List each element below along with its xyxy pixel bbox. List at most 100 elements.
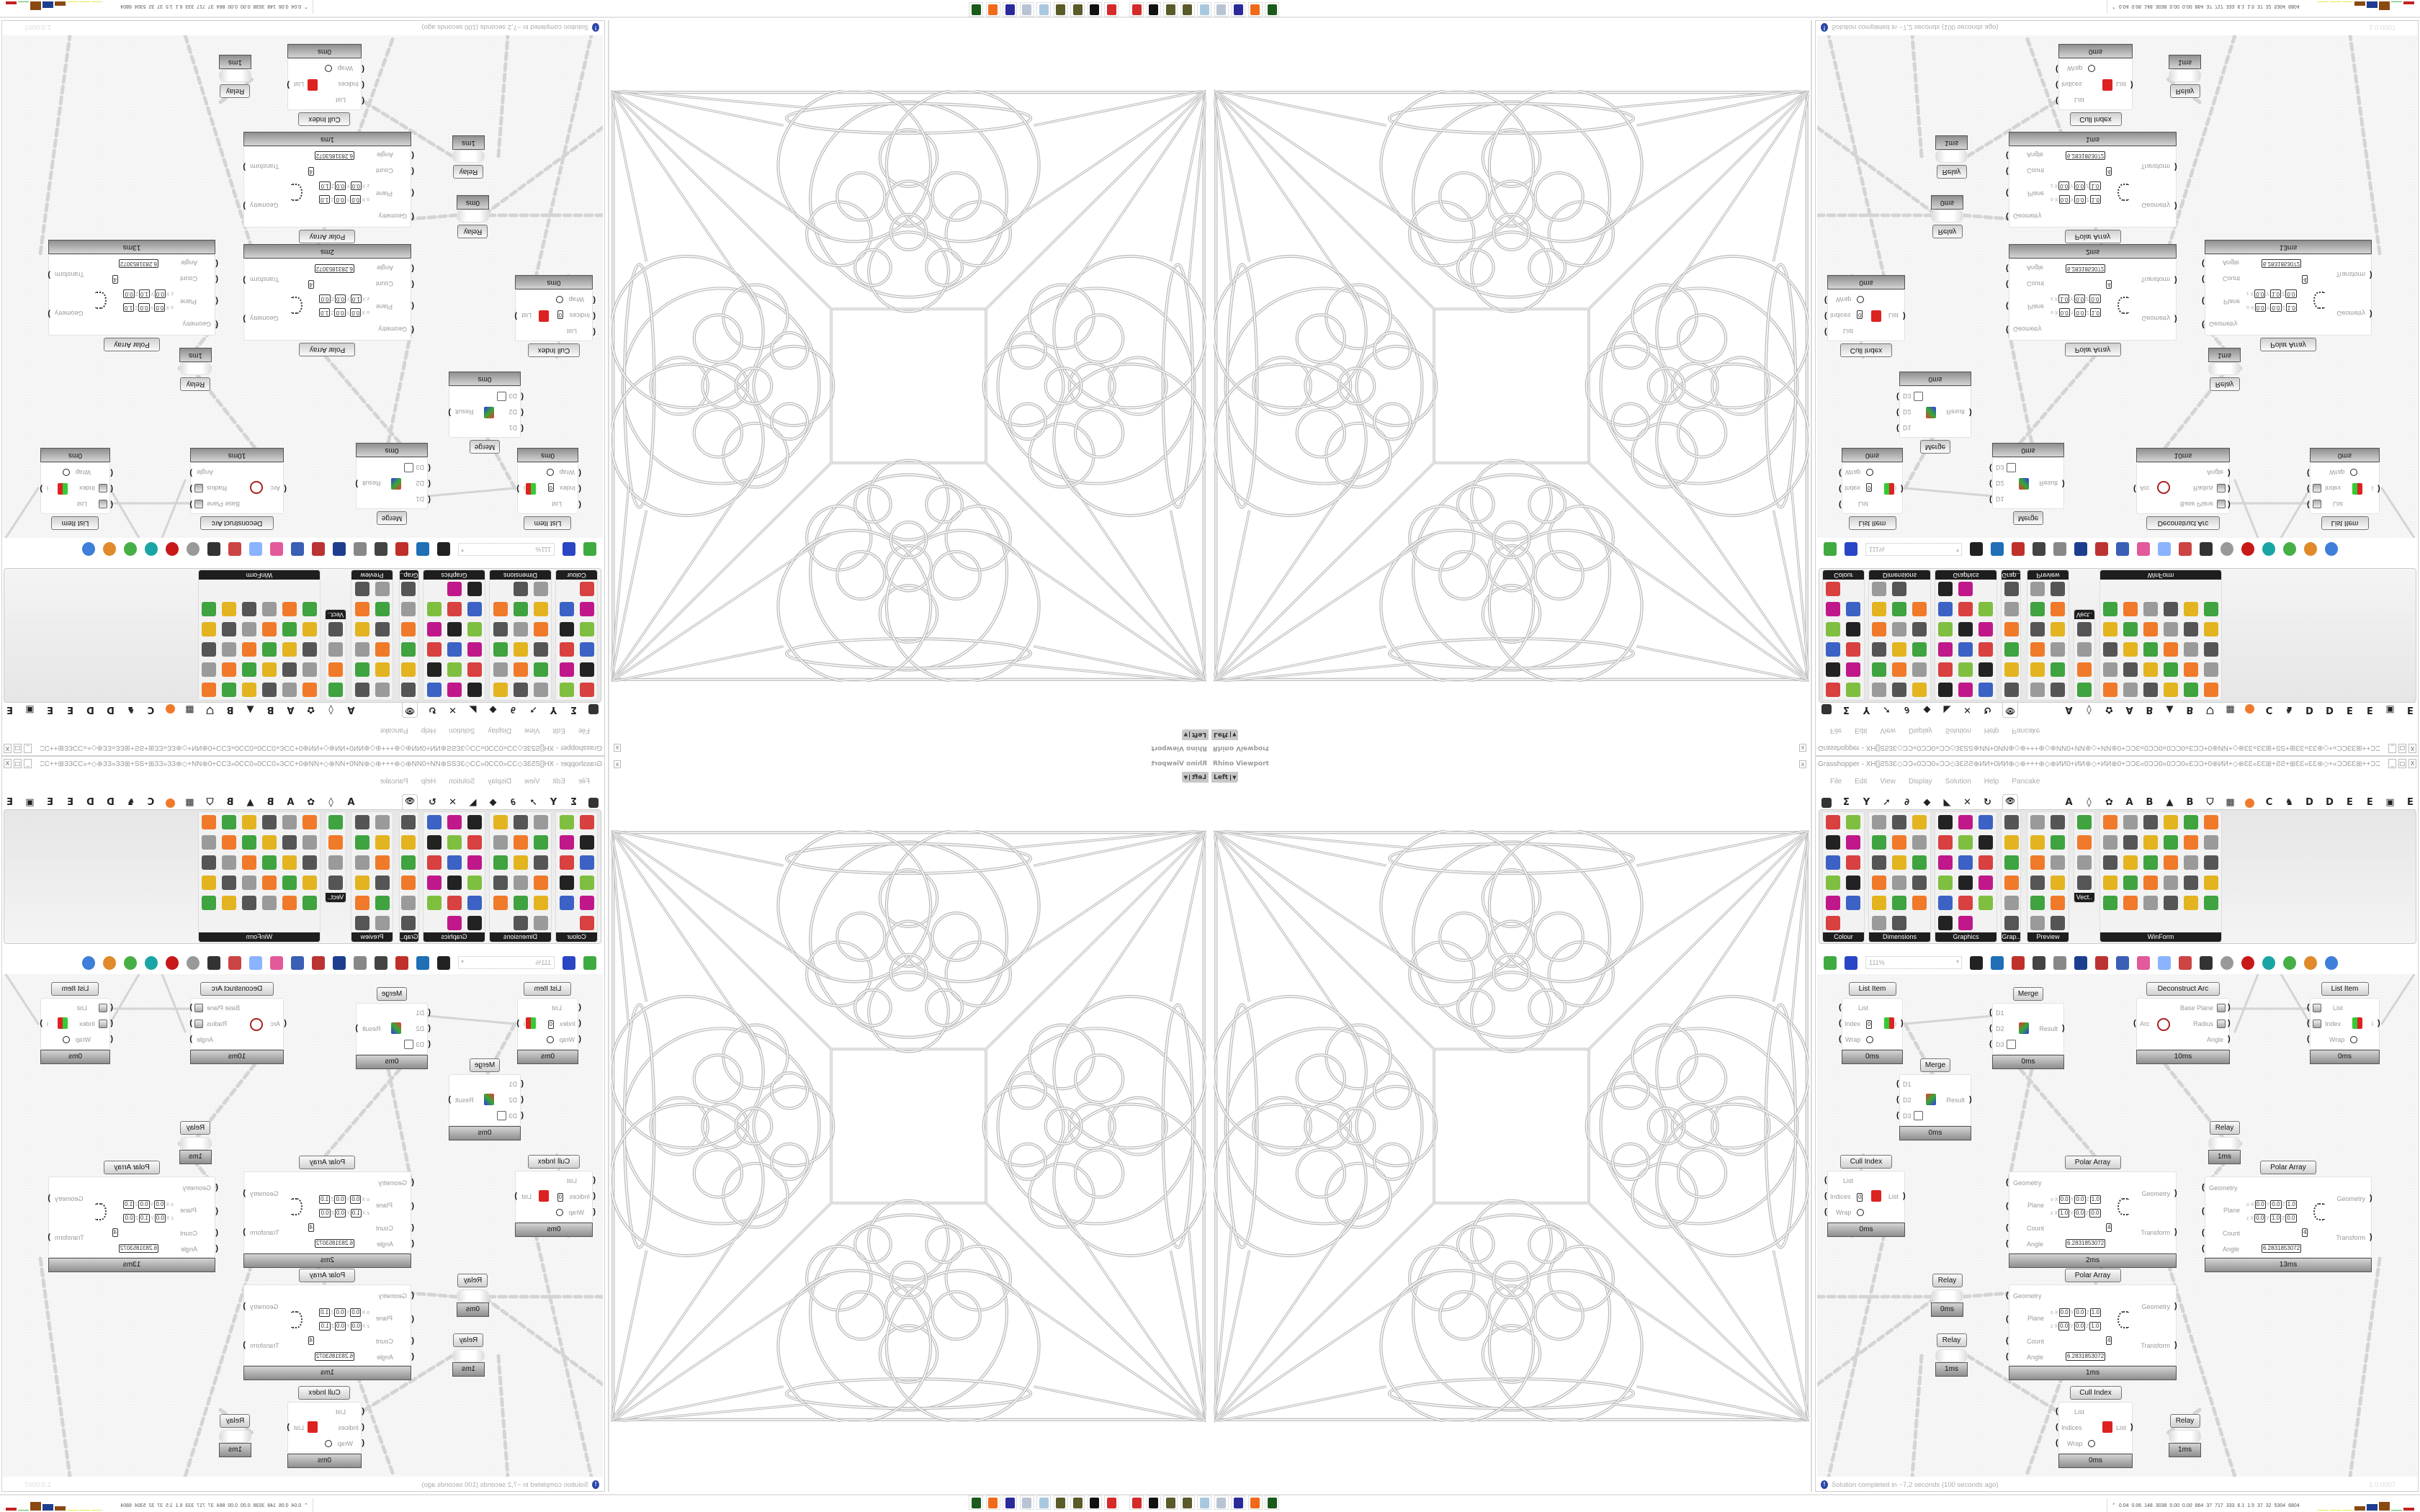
preview-eye-icon[interactable]	[1991, 955, 2004, 970]
curve-icon[interactable]: ∂	[510, 704, 516, 715]
component-icon[interactable]	[328, 835, 343, 850]
component-icon[interactable]	[2143, 683, 2158, 697]
scroll-icon[interactable]	[1019, 2, 1034, 17]
component-icon[interactable]	[401, 876, 416, 890]
teal-shape-icon[interactable]	[145, 542, 158, 557]
menu-solution[interactable]: Solution	[1945, 726, 1971, 734]
half-sphere-icon[interactable]	[103, 542, 116, 557]
sets-icon[interactable]: Y	[550, 704, 557, 715]
plane-value-box[interactable]: 0.0	[2254, 289, 2266, 298]
component-icon[interactable]	[1872, 662, 1886, 677]
menu-solution[interactable]: Solution	[449, 726, 475, 734]
component-icon[interactable]	[2051, 876, 2065, 890]
component-icon[interactable]	[1846, 622, 1860, 636]
socket[interactable]: (	[1989, 1024, 1992, 1032]
component-icon[interactable]	[1892, 916, 1906, 930]
tab-d[interactable]: D	[2326, 797, 2334, 808]
component-icon[interactable]	[467, 896, 482, 910]
tab-a[interactable]: A	[2125, 797, 2133, 808]
palette-group-label[interactable]: Vect..	[2074, 610, 2094, 619]
plane-value-box[interactable]: 0.0	[319, 1209, 331, 1218]
component-icon[interactable]	[1938, 896, 1953, 910]
sets-icon[interactable]: Y	[1863, 704, 1870, 715]
component-icon[interactable]	[262, 662, 277, 677]
component-icon[interactable]	[580, 622, 594, 636]
package-icon[interactable]	[2137, 542, 2150, 557]
plane-value-box[interactable]: 0.0	[2089, 1209, 2101, 1218]
component-icon[interactable]	[2123, 815, 2138, 829]
tab-d[interactable]: D	[2305, 704, 2313, 715]
component-icon[interactable]	[2051, 582, 2065, 596]
component-icon[interactable]	[1872, 896, 1886, 910]
plane-value-box[interactable]: 1.0	[319, 1308, 331, 1317]
palette-group-label[interactable]: Graphics	[424, 570, 485, 580]
component-icon[interactable]	[282, 855, 297, 870]
plane-value-box[interactable]: 0.0	[2074, 308, 2086, 317]
zoom-level-input[interactable]: 111%	[1865, 543, 1962, 556]
index-value-box[interactable]: 0	[1866, 1020, 1873, 1029]
component-label[interactable]: Cull Index	[528, 1155, 580, 1169]
component-label[interactable]: List Item	[2321, 982, 2369, 996]
component-label[interactable]: List Item	[524, 516, 572, 530]
plane-value-box[interactable]: 0.0	[2270, 1200, 2282, 1209]
component-label[interactable]: Polar Array	[104, 338, 160, 351]
minimize-button[interactable]: _	[2388, 744, 2396, 753]
count-value-box[interactable]: 4	[2106, 1336, 2112, 1345]
component-icon[interactable]	[282, 896, 297, 910]
terminal-icon[interactable]	[1265, 1495, 1279, 1510]
teal-shape-icon[interactable]	[2262, 542, 2275, 557]
menu-view[interactable]: View	[1880, 726, 1896, 734]
mountain-icon[interactable]: ▲	[2166, 797, 2174, 808]
component-icon[interactable]	[1978, 876, 1993, 890]
shield-icon[interactable]: ⛉	[2206, 797, 2214, 808]
tab-b[interactable]: B	[2186, 704, 2194, 715]
bug-icon[interactable]	[1053, 1495, 1068, 1510]
component-label[interactable]: Relay	[2209, 377, 2240, 391]
open-file-icon[interactable]	[583, 542, 596, 557]
socket[interactable]: (	[2133, 1019, 2136, 1027]
component-icon[interactable]	[1846, 855, 1860, 870]
component-icon[interactable]	[2004, 602, 2019, 616]
component-icon[interactable]	[1826, 683, 1840, 697]
socket[interactable]: (	[1824, 296, 1827, 305]
component-icon[interactable]	[2103, 642, 2118, 657]
cylinder-icon[interactable]	[2200, 955, 2213, 970]
component-label[interactable]: Relay	[220, 84, 251, 98]
component-label[interactable]: List Item	[2321, 516, 2369, 530]
expand-icon[interactable]: ⌃	[304, 1503, 308, 1508]
component-icon[interactable]	[202, 683, 216, 697]
component-icon[interactable]	[2103, 683, 2118, 697]
component-icon[interactable]	[1938, 582, 1953, 596]
angle-value-box[interactable]: 6.2831853072	[314, 1239, 354, 1248]
socket[interactable]: )	[40, 485, 42, 493]
socket[interactable]: )	[2228, 500, 2231, 509]
shield-icon[interactable]: ⛉	[206, 797, 214, 808]
plane-value-box[interactable]: 0.0	[123, 1214, 135, 1223]
maximize-button[interactable]: □	[14, 744, 22, 753]
menu-help[interactable]: Help	[421, 726, 436, 734]
socket[interactable]: )	[2174, 163, 2177, 171]
component-icon[interactable]	[202, 855, 216, 870]
component-icon[interactable]	[302, 683, 317, 697]
socket[interactable]: )	[1901, 485, 1904, 493]
maximize-button[interactable]: □	[14, 759, 22, 768]
viewport-geometry[interactable]	[1214, 830, 1809, 1422]
menu-pancake[interactable]: Pancake	[380, 726, 408, 734]
socket[interactable]: (	[1839, 469, 1842, 477]
close-button[interactable]: X	[2408, 759, 2416, 768]
window-icon[interactable]	[2095, 955, 2108, 970]
viewport-close-button[interactable]: x	[1799, 760, 1806, 768]
viewport-close-button[interactable]: x	[614, 760, 621, 768]
palette-group-label[interactable]: Colour	[556, 932, 597, 942]
gear-icon[interactable]: ✿	[307, 797, 315, 808]
mountain-icon[interactable]: ▲	[246, 704, 254, 715]
component-icon[interactable]	[1978, 622, 1993, 636]
component-icon[interactable]	[401, 835, 416, 850]
firefox-icon[interactable]	[1247, 2, 1263, 17]
component-icon[interactable]	[2184, 896, 2198, 910]
component-icon[interactable]	[2004, 815, 2019, 829]
component-icon[interactable]	[2103, 855, 2118, 870]
tab-a[interactable]: A	[287, 797, 295, 808]
component-icon[interactable]	[222, 622, 236, 636]
socket[interactable]: (	[2307, 485, 2310, 493]
